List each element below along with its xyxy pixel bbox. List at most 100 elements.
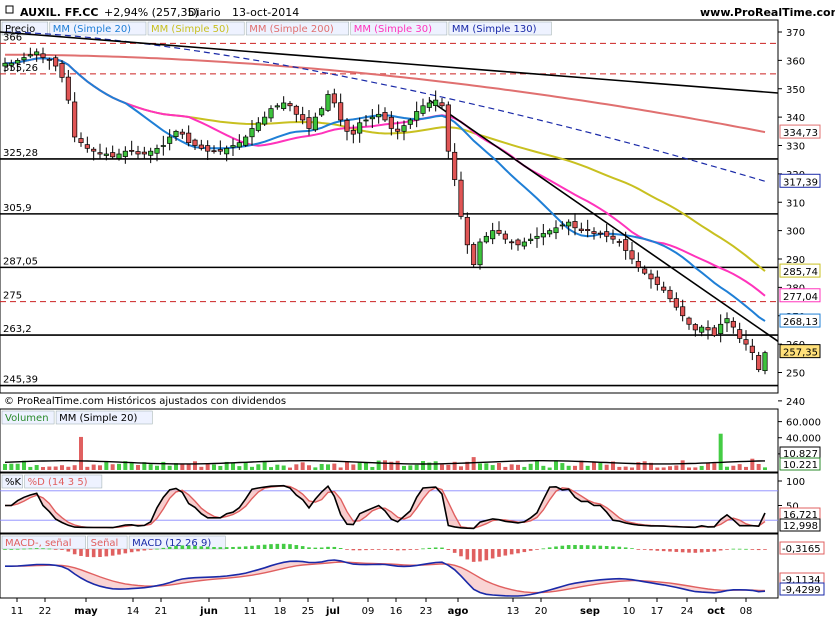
level-label: 263,2 xyxy=(3,324,32,335)
macd-histogram-bar xyxy=(421,548,425,550)
volume-bar xyxy=(547,467,552,470)
macd-histogram-bar xyxy=(383,549,387,550)
macd-histogram-bar xyxy=(326,546,330,549)
volume-bar xyxy=(750,458,755,470)
macd-histogram-bar xyxy=(307,547,311,549)
volume-bar xyxy=(687,467,691,470)
value-tag xyxy=(779,124,821,139)
macd-histogram-bar xyxy=(231,546,235,549)
candle-body xyxy=(401,125,407,132)
macd-histogram-bar xyxy=(547,547,552,549)
macd-histogram-bar xyxy=(53,549,58,550)
macd-histogram-bar xyxy=(155,548,159,550)
candle-body xyxy=(34,51,40,56)
volume-bar xyxy=(535,460,539,470)
volume-bar xyxy=(516,464,520,470)
volume-bar xyxy=(34,465,39,470)
site-label: www.ProRealTime.com xyxy=(700,6,835,19)
collapse-icon[interactable] xyxy=(5,5,14,14)
legend-item[interactable] xyxy=(1,474,23,489)
price-tick-label: 240 xyxy=(786,397,805,408)
value-tag-label: 16,721 xyxy=(783,510,818,521)
macd-histogram-bar xyxy=(408,549,413,550)
legend-label: MM (Simple 50) xyxy=(151,24,229,35)
legend-item[interactable] xyxy=(1,410,55,425)
macd-histogram-bar xyxy=(288,544,292,549)
volume-bar xyxy=(478,463,482,470)
macd-histogram-bar xyxy=(592,545,596,549)
candle-body xyxy=(458,179,464,217)
candle-body xyxy=(483,235,489,243)
volume-bar xyxy=(465,461,470,470)
volume-bar xyxy=(256,464,261,470)
candle-body xyxy=(528,238,534,242)
candle-body xyxy=(338,102,344,121)
legend-item[interactable] xyxy=(49,21,147,36)
candle-body xyxy=(122,150,128,157)
volume-bar xyxy=(712,463,717,470)
legend-label: MACD (12 26 9) xyxy=(132,538,211,549)
candle-body xyxy=(661,286,667,291)
date-tick-label: sep xyxy=(580,606,600,617)
macd-histogram-bar xyxy=(370,549,375,550)
candle-body xyxy=(110,152,116,158)
legend-item[interactable] xyxy=(147,21,245,36)
volume-bar xyxy=(22,460,26,470)
macd-histogram-bar xyxy=(345,549,349,550)
macd-histogram-bar xyxy=(611,546,615,549)
volume-bar xyxy=(490,465,495,470)
candle-body xyxy=(186,132,192,144)
candle-body xyxy=(262,116,268,125)
candle-body xyxy=(369,116,375,120)
volume-bar xyxy=(421,461,425,470)
macd-histogram-bar xyxy=(471,549,476,562)
volume-bar xyxy=(383,460,387,470)
volume-bar xyxy=(167,465,172,470)
value-tag xyxy=(779,173,821,188)
volume-bar xyxy=(15,463,20,470)
candle-body xyxy=(749,345,755,353)
candle-body xyxy=(192,139,198,146)
price-tick-label: 340 xyxy=(786,113,805,124)
candle-body xyxy=(667,289,673,300)
legend-item[interactable] xyxy=(245,21,349,36)
date-tick-label: 10 xyxy=(623,606,636,617)
legend-item[interactable] xyxy=(1,21,49,36)
candle-body xyxy=(553,227,559,234)
legend-item[interactable] xyxy=(24,474,103,489)
candle-body xyxy=(585,229,591,231)
legend-item[interactable] xyxy=(448,21,552,36)
volume-bar xyxy=(674,465,679,470)
macd-histogram-bar xyxy=(706,549,710,552)
macd-histogram-bar xyxy=(490,549,495,559)
price-tick-label: 370 xyxy=(786,28,805,39)
legend-label: Precio xyxy=(5,24,35,35)
candle-body xyxy=(325,94,331,111)
volume-bar xyxy=(655,467,660,470)
legend-item[interactable] xyxy=(350,21,448,36)
date-tick-label: 13 xyxy=(507,606,520,617)
macd: MACD-, señal Señal MACD (12 26 9) -0,3165 -9… xyxy=(1,535,825,597)
macd-histogram-bar xyxy=(117,549,121,555)
candle-body xyxy=(65,76,71,101)
candle-body xyxy=(274,105,280,108)
candle-body xyxy=(566,221,572,227)
candle-body xyxy=(477,241,483,266)
value-tag-label: -0,3165 xyxy=(782,544,821,555)
volume-bar xyxy=(345,461,349,470)
macd-histogram-bar xyxy=(744,548,748,550)
legend-item[interactable] xyxy=(55,410,153,425)
macd-histogram-bar xyxy=(22,548,26,550)
volume-bar xyxy=(699,465,704,470)
candle-body xyxy=(597,232,603,235)
volume-bar xyxy=(623,466,628,470)
volume-bar xyxy=(91,464,96,470)
macd-histogram-bar xyxy=(655,549,660,551)
candle-body xyxy=(382,112,388,121)
macd-histogram-bar xyxy=(402,549,406,551)
volume-bar xyxy=(725,466,729,470)
level-label: 325,28 xyxy=(3,148,38,159)
volume-bar xyxy=(376,460,381,470)
candle-body xyxy=(91,148,97,152)
macd-histogram-bar xyxy=(440,547,444,549)
